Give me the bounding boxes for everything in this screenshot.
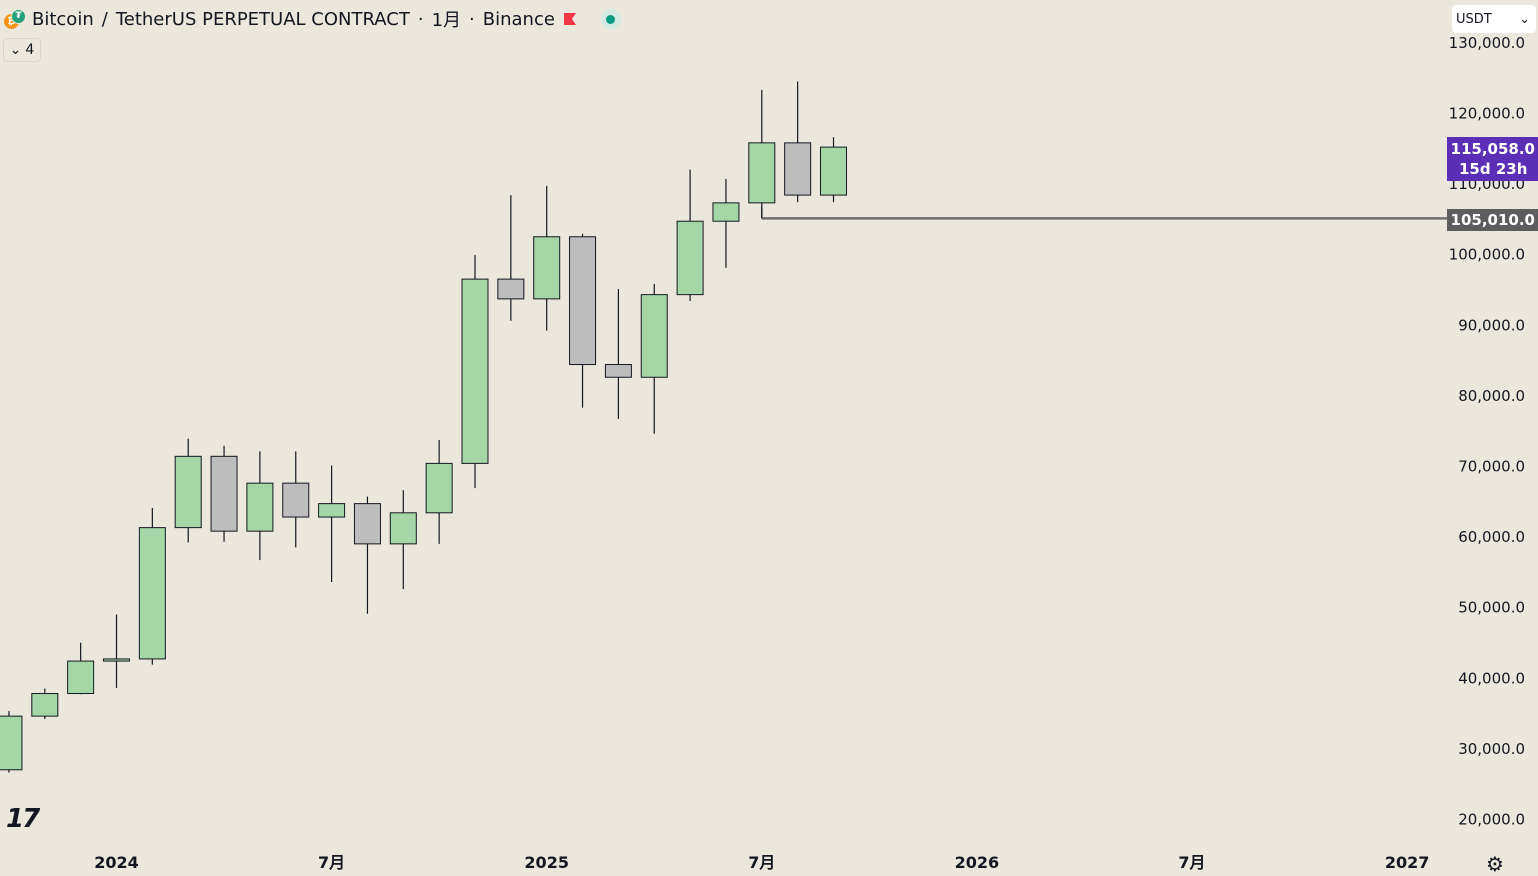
price-tick-label: 100,000.0 (1449, 246, 1525, 264)
tradingview-logo-icon[interactable]: 17 (6, 804, 40, 834)
candles-layer (0, 81, 847, 773)
flag-icon[interactable] (563, 12, 577, 26)
candle-body (748, 142, 776, 204)
price-tick-label: 130,000.0 (1449, 34, 1525, 52)
candle-body (282, 482, 310, 518)
price-tick-label: 60,000.0 (1458, 528, 1525, 546)
price-tick-label: 20,000.0 (1458, 811, 1525, 829)
candle-body (640, 294, 668, 378)
candle-body (389, 512, 417, 545)
price-tick-label: 90,000.0 (1458, 316, 1525, 334)
exchange-label[interactable]: Binance (482, 8, 555, 30)
horizontal-ray-layer (761, 206, 1447, 220)
time-tick-label: 2024 (94, 853, 139, 872)
candle-body (784, 142, 812, 196)
currency-select[interactable]: USDT ⌄ (1452, 5, 1536, 33)
candle-body (31, 693, 59, 717)
price-axis[interactable]: 20,000.0 30,000.0 40,000.0 50,000.0 60,000.0… (1449, 34, 1525, 829)
candle-body (0, 715, 23, 771)
symbol-base[interactable]: Bitcoin (32, 8, 94, 30)
candle-body (138, 527, 166, 660)
market-open-status-icon[interactable] (600, 9, 621, 29)
candle-body (103, 658, 130, 662)
price-tick-label: 80,000.0 (1458, 387, 1525, 405)
chevron-down-icon: ⌄ (9, 42, 22, 58)
current-price: 115,058.0 (1450, 140, 1535, 158)
candle-body (676, 220, 704, 296)
candle-body (820, 146, 847, 196)
symbol-header: ₿ ₮ Bitcoin / TetherUS PERPETUAL CONTRAC… (4, 6, 621, 32)
time-tick-label: 7月 (318, 853, 345, 872)
candle-body (604, 364, 632, 378)
dot-separator: · (469, 8, 475, 30)
price-tick-label: 30,000.0 (1458, 740, 1525, 758)
currency-value: USDT (1456, 11, 1492, 27)
gear-icon[interactable]: ⚙ (1486, 852, 1504, 876)
candle-body (246, 482, 274, 532)
time-tick-label: 7月 (1178, 853, 1205, 872)
price-tick-label: 120,000.0 (1449, 105, 1525, 123)
horizontal-line-price-tag: 105,010.0 (1447, 209, 1538, 231)
indicators-count: 4 (25, 42, 35, 58)
price-tick-label: 50,000.0 (1458, 599, 1525, 617)
candle-body (353, 503, 381, 545)
time-tick-label: 2025 (524, 853, 569, 872)
candle-body (712, 202, 740, 222)
candle-body (533, 236, 561, 300)
coin-pair-icon: ₿ ₮ (4, 9, 26, 29)
time-axis[interactable]: 2024 7月 2025 7月 2026 7月 2027 (94, 853, 1429, 872)
candle-body (497, 278, 525, 300)
candle-body (569, 236, 597, 366)
candle-body (461, 278, 489, 464)
indicators-collapse-button[interactable]: ⌄ 4 (3, 38, 41, 62)
candle-body (210, 455, 238, 532)
chevron-down-icon: ⌄ (1519, 11, 1530, 27)
time-tick-label: 2026 (955, 853, 1000, 872)
symbol-separator: / (101, 8, 108, 30)
tether-icon: ₮ (11, 9, 26, 24)
bar-countdown: 15d 23h (1459, 160, 1528, 178)
candle-body (67, 660, 95, 695)
price-tick-label: 70,000.0 (1458, 458, 1525, 476)
symbol-quote[interactable]: TetherUS PERPETUAL CONTRACT (115, 8, 410, 30)
time-tick-label: 7月 (748, 853, 775, 872)
dot-separator: · (417, 8, 424, 30)
price-tick-label: 40,000.0 (1458, 669, 1525, 687)
candle-body (318, 503, 346, 518)
candle-body (425, 462, 453, 514)
interval-label[interactable]: 1月 (431, 10, 462, 31)
candle-body (174, 455, 202, 529)
current-price-tag: 115,058.0 15d 23h (1447, 137, 1538, 181)
time-tick-label: 2027 (1385, 853, 1430, 872)
